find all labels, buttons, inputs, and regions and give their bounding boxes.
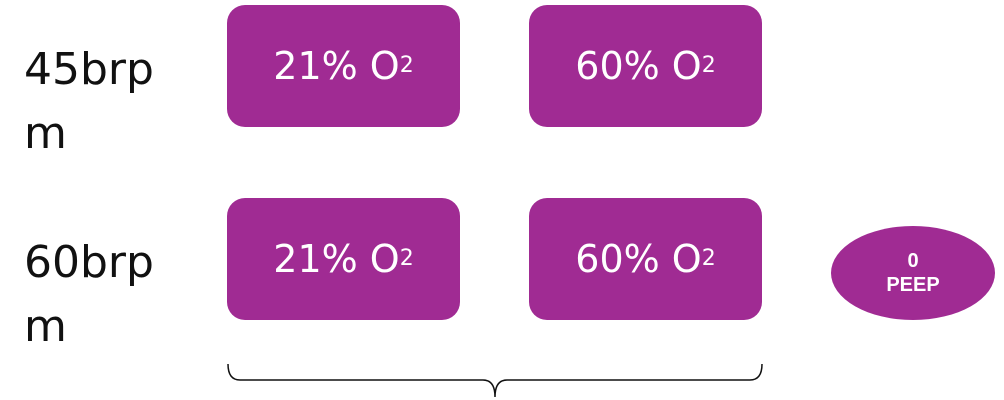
oval-text: 0 [907,250,919,272]
peep-oval: 0 PEEP [831,226,995,320]
box-text: 60% O [575,44,702,88]
row-label: 45brpm [24,44,154,159]
box-text: 60% O [575,237,702,281]
box-text: 21% O [273,237,400,281]
bracket [227,363,763,398]
row-label: 60brpm [24,237,154,352]
box-text: 21% O [273,44,400,88]
oval-text: PEEP [886,274,940,296]
